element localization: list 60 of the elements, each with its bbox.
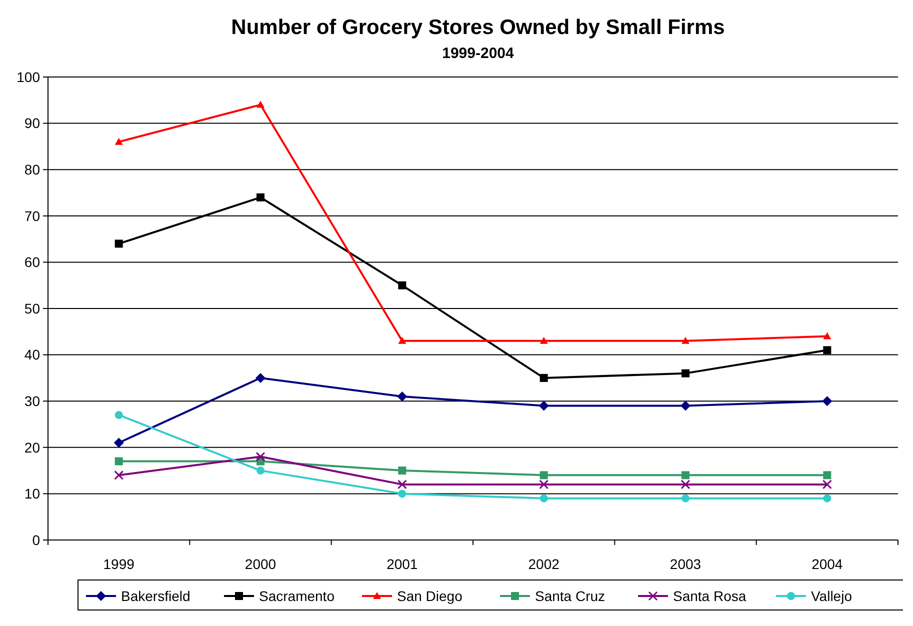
y-tick-label: 30: [24, 393, 40, 409]
x-tick-label: 2000: [244, 556, 276, 572]
point: [540, 471, 548, 480]
x-tick-label: 1999: [103, 556, 135, 572]
point: [540, 374, 548, 382]
point: [680, 400, 690, 411]
point: [540, 336, 548, 344]
x-tick-label: 2001: [386, 556, 418, 572]
point: [397, 391, 408, 402]
point: [398, 466, 406, 475]
y-tick-label: 60: [24, 254, 40, 270]
point: [114, 438, 124, 448]
y-tick-label: 70: [24, 208, 40, 224]
legend-label: Santa Cruz: [535, 588, 606, 604]
legend-label: San Diego: [397, 588, 463, 604]
point: [682, 471, 690, 480]
point: [822, 396, 832, 406]
point: [680, 480, 690, 490]
legend-label: Vallejo: [811, 588, 852, 604]
point: [682, 336, 690, 344]
y-tick-label: 40: [24, 346, 40, 363]
x-tick-label: 2002: [528, 556, 560, 572]
point: [398, 336, 406, 344]
point: [397, 480, 407, 490]
legend-label: Santa Rosa: [673, 588, 746, 604]
point: [114, 457, 123, 466]
point: [114, 240, 123, 248]
y-tick-label: 20: [24, 439, 40, 456]
y-tick-label: 80: [24, 162, 40, 178]
point: [256, 193, 264, 202]
point: [398, 490, 406, 498]
legend-label: Bakersfield: [121, 588, 190, 604]
y-tick-label: 50: [24, 300, 40, 316]
x-tick-label: 2003: [670, 556, 702, 572]
point: [114, 470, 124, 480]
point: [823, 332, 832, 340]
y-tick-label: 100: [16, 68, 40, 85]
point: [256, 100, 264, 108]
point: [256, 372, 266, 383]
point: [539, 480, 549, 490]
point: [682, 494, 690, 502]
y-tick-label: 90: [24, 115, 40, 132]
point: [823, 471, 832, 480]
point: [823, 346, 832, 354]
chart-subtitle: 1999-2004: [442, 45, 515, 62]
chart-title: Number of Grocery Stores Owned by Small Firms: [231, 16, 725, 39]
point: [682, 369, 690, 378]
point: [114, 410, 123, 419]
point: [256, 452, 266, 462]
point: [823, 494, 832, 502]
point: [256, 466, 264, 475]
legend-label: Sacramento: [259, 588, 335, 604]
point: [538, 400, 549, 411]
x-tick-label: 2004: [812, 556, 843, 572]
point: [540, 494, 548, 502]
point: [114, 138, 123, 145]
point: [398, 281, 406, 290]
y-tick-label: 10: [24, 486, 40, 502]
point: [822, 480, 832, 490]
y-tick-label: 0: [32, 532, 40, 548]
